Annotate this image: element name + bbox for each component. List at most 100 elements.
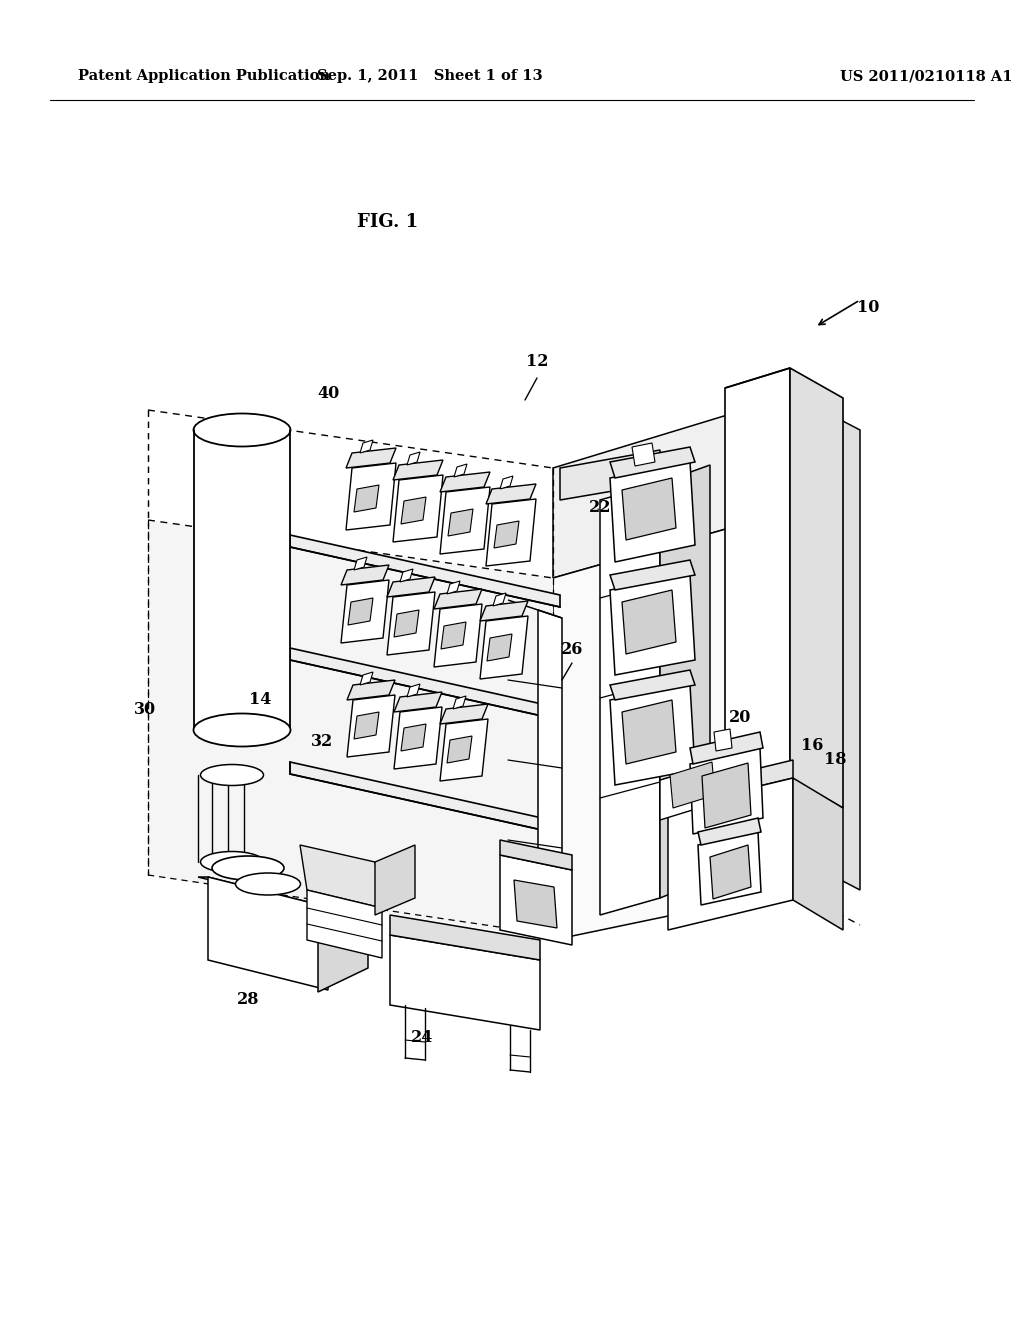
Polygon shape (690, 748, 763, 834)
Polygon shape (725, 368, 790, 388)
Polygon shape (318, 883, 368, 993)
Polygon shape (290, 535, 560, 607)
Polygon shape (148, 520, 553, 940)
Text: 32: 32 (311, 734, 333, 751)
Polygon shape (660, 742, 725, 780)
Polygon shape (610, 447, 695, 478)
Polygon shape (341, 565, 389, 585)
Ellipse shape (194, 413, 291, 446)
Polygon shape (486, 484, 536, 504)
Ellipse shape (201, 764, 263, 785)
Text: 24: 24 (411, 1030, 433, 1047)
Polygon shape (622, 700, 676, 764)
Polygon shape (354, 557, 367, 570)
Text: 16: 16 (801, 737, 823, 754)
Polygon shape (710, 845, 751, 899)
Polygon shape (346, 447, 396, 469)
Polygon shape (360, 672, 373, 685)
Polygon shape (690, 733, 763, 764)
Polygon shape (307, 890, 382, 958)
Text: Patent Application Publication: Patent Application Publication (78, 69, 330, 83)
Polygon shape (449, 510, 473, 536)
Polygon shape (553, 510, 793, 940)
Polygon shape (387, 591, 435, 655)
Polygon shape (447, 737, 472, 763)
Polygon shape (390, 915, 540, 960)
Text: 30: 30 (134, 701, 156, 718)
Polygon shape (394, 610, 419, 638)
Text: 18: 18 (823, 751, 846, 768)
Polygon shape (660, 465, 710, 898)
Polygon shape (600, 483, 660, 915)
Polygon shape (514, 880, 557, 928)
Polygon shape (393, 459, 443, 480)
Polygon shape (401, 498, 426, 524)
Ellipse shape (212, 855, 284, 880)
Text: 22: 22 (589, 499, 611, 516)
Text: FIG. 1: FIG. 1 (357, 213, 419, 231)
Text: 28: 28 (237, 991, 259, 1008)
Polygon shape (610, 685, 695, 785)
Polygon shape (360, 440, 373, 453)
Polygon shape (394, 692, 442, 711)
Polygon shape (610, 671, 695, 700)
Polygon shape (346, 463, 396, 531)
Polygon shape (793, 777, 843, 931)
Polygon shape (440, 487, 490, 554)
Polygon shape (440, 473, 490, 492)
Ellipse shape (201, 851, 263, 873)
Text: US 2011/0210118 A1: US 2011/0210118 A1 (840, 69, 1013, 83)
Polygon shape (698, 832, 761, 906)
Polygon shape (400, 569, 413, 582)
Polygon shape (610, 560, 695, 590)
Polygon shape (354, 711, 379, 739)
Polygon shape (290, 762, 560, 834)
Polygon shape (486, 499, 536, 566)
Polygon shape (447, 581, 460, 594)
Polygon shape (480, 616, 528, 678)
Polygon shape (500, 855, 572, 945)
Polygon shape (790, 368, 843, 808)
Polygon shape (553, 395, 793, 578)
Polygon shape (375, 845, 415, 915)
Polygon shape (434, 605, 482, 667)
Polygon shape (668, 777, 793, 931)
Polygon shape (440, 704, 488, 723)
Polygon shape (440, 719, 488, 781)
Polygon shape (387, 577, 435, 597)
Polygon shape (393, 475, 443, 543)
Polygon shape (725, 368, 790, 799)
Polygon shape (454, 465, 467, 477)
Text: 20: 20 (729, 710, 752, 726)
Polygon shape (354, 484, 379, 512)
Polygon shape (341, 579, 389, 643)
Polygon shape (538, 610, 562, 940)
Polygon shape (500, 840, 572, 870)
Polygon shape (434, 589, 482, 609)
Polygon shape (347, 696, 395, 756)
Polygon shape (493, 593, 506, 606)
Polygon shape (401, 723, 426, 751)
Polygon shape (622, 590, 676, 653)
Polygon shape (660, 760, 725, 820)
Text: 40: 40 (316, 384, 339, 401)
Polygon shape (487, 634, 512, 661)
Polygon shape (480, 601, 528, 620)
Polygon shape (793, 395, 860, 890)
Polygon shape (300, 845, 382, 908)
Polygon shape (290, 648, 560, 719)
Polygon shape (500, 477, 513, 488)
Polygon shape (702, 763, 751, 828)
Text: 26: 26 (561, 642, 584, 659)
Polygon shape (494, 521, 519, 548)
Polygon shape (560, 450, 660, 500)
Polygon shape (610, 462, 695, 562)
Polygon shape (670, 762, 715, 808)
Polygon shape (390, 935, 540, 1030)
Polygon shape (453, 696, 466, 709)
Polygon shape (508, 601, 562, 618)
Polygon shape (394, 708, 442, 770)
Polygon shape (208, 876, 328, 990)
Polygon shape (668, 760, 793, 808)
Polygon shape (194, 430, 290, 730)
